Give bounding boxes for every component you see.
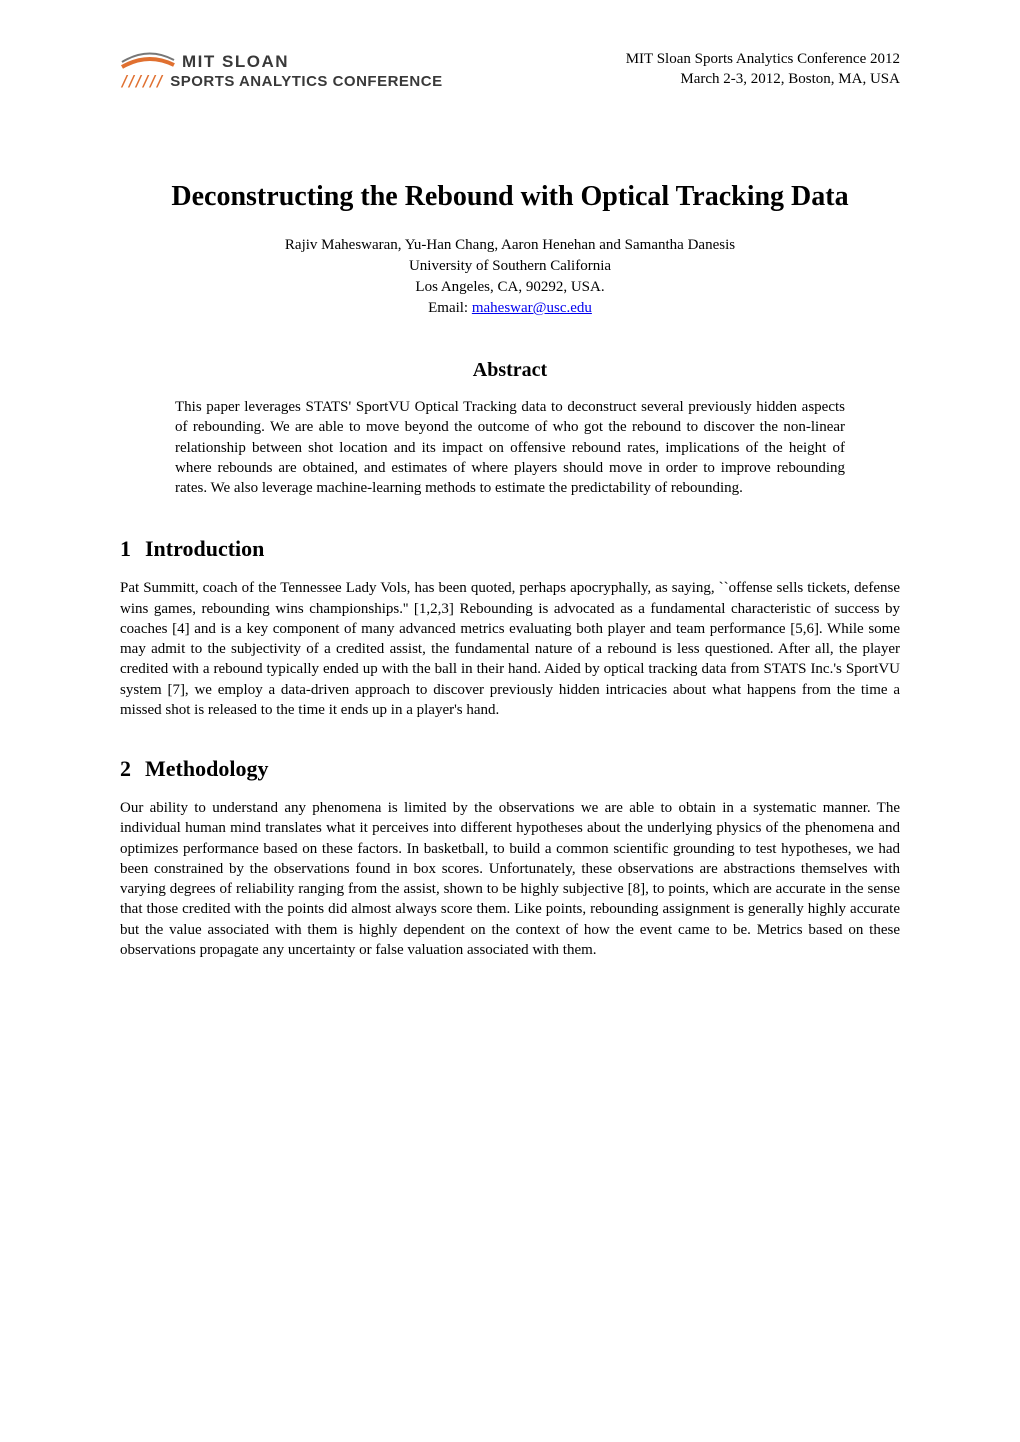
section-2-heading: 2 Methodology bbox=[120, 756, 900, 782]
conference-info: MIT Sloan Sports Analytics Conference 20… bbox=[626, 50, 900, 89]
author-names: Rajiv Maheswaran, Yu-Han Chang, Aaron He… bbox=[120, 235, 900, 256]
logo-text-bottom: SPORTS ANALYTICS CONFERENCE bbox=[170, 73, 442, 90]
logo-text-top: MIT SLOAN bbox=[182, 52, 289, 72]
logo-ticks: ////// bbox=[120, 72, 162, 90]
section-2-body: Our ability to understand any phenomena … bbox=[120, 798, 900, 960]
author-email-link[interactable]: maheswar@usc.edu bbox=[472, 300, 592, 316]
author-email-line: Email: maheswar@usc.edu bbox=[120, 298, 900, 319]
page-header: MIT SLOAN ////// SPORTS ANALYTICS CONFER… bbox=[120, 50, 900, 91]
author-affiliation: University of Southern California bbox=[120, 256, 900, 277]
author-block: Rajiv Maheswaran, Yu-Han Chang, Aaron He… bbox=[120, 235, 900, 319]
email-label: Email: bbox=[428, 300, 472, 316]
section-2-number: 2 bbox=[120, 756, 131, 781]
section-1-number: 1 bbox=[120, 536, 131, 561]
section-1-title: Introduction bbox=[145, 536, 264, 561]
section-2-title: Methodology bbox=[145, 756, 268, 781]
logo-top-row: MIT SLOAN bbox=[120, 50, 443, 72]
section-1-body: Pat Summitt, coach of the Tennessee Lady… bbox=[120, 578, 900, 720]
swoosh-icon bbox=[120, 50, 176, 72]
abstract-body: This paper leverages STATS' SportVU Opti… bbox=[175, 397, 845, 498]
conference-date-location: March 2-3, 2012, Boston, MA, USA bbox=[626, 70, 900, 90]
logo-bottom-row: ////// SPORTS ANALYTICS CONFERENCE bbox=[120, 72, 443, 91]
abstract-heading: Abstract bbox=[120, 359, 900, 382]
section-1-heading: 1 Introduction bbox=[120, 536, 900, 562]
author-address: Los Angeles, CA, 90292, USA. bbox=[120, 277, 900, 298]
paper-title: Deconstructing the Rebound with Optical … bbox=[120, 181, 900, 213]
conference-logo: MIT SLOAN ////// SPORTS ANALYTICS CONFER… bbox=[120, 50, 443, 91]
conference-name: MIT Sloan Sports Analytics Conference 20… bbox=[626, 50, 900, 70]
